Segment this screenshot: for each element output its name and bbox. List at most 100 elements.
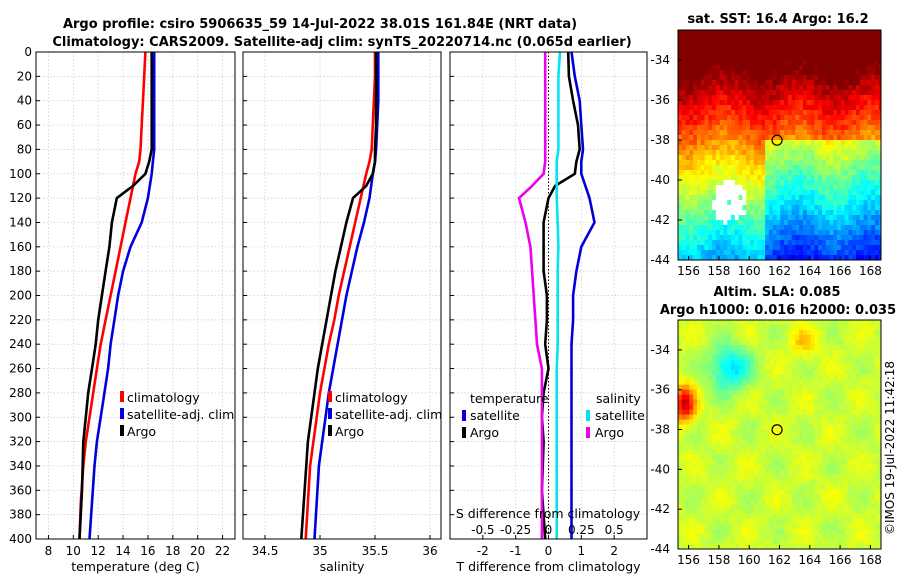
map-cell <box>795 195 800 201</box>
map-cell <box>795 175 800 181</box>
map-cell <box>799 255 804 260</box>
map-cell <box>712 60 717 66</box>
map-cell <box>810 150 815 156</box>
map-cell <box>681 474 687 480</box>
map-cell <box>715 125 721 131</box>
map-cell <box>693 90 698 96</box>
map-cell <box>761 240 766 246</box>
map-cell <box>825 464 831 470</box>
map-cell <box>776 449 781 456</box>
map-cell <box>863 464 868 470</box>
map-cell <box>681 125 687 131</box>
map-cell <box>799 404 804 411</box>
map-cell <box>840 45 846 51</box>
map-cell <box>723 494 728 500</box>
map-cell <box>802 150 808 156</box>
map-cell <box>753 220 759 226</box>
map-cell <box>776 399 781 406</box>
map-cell <box>780 75 785 81</box>
map-cell <box>874 245 880 251</box>
map-cell <box>765 359 770 366</box>
map-cell <box>863 105 868 111</box>
map-cell <box>731 245 736 251</box>
map-cell <box>757 75 762 81</box>
map-cell <box>749 140 755 146</box>
map-cell <box>689 180 694 186</box>
map-cell <box>765 434 770 441</box>
map-cell <box>856 85 861 91</box>
map-cell <box>863 419 868 426</box>
map-cell <box>787 120 793 126</box>
map-cell <box>878 354 881 361</box>
map-cell <box>856 215 861 221</box>
map-cell <box>768 115 774 121</box>
map-cell <box>878 130 881 136</box>
map-cell <box>784 324 789 331</box>
map-cell <box>712 324 717 331</box>
map-cell <box>795 125 800 131</box>
map-cell <box>734 389 740 396</box>
map-cell <box>791 75 797 81</box>
map-cell <box>715 339 721 346</box>
map-cell <box>708 439 713 446</box>
map-cell <box>874 115 880 121</box>
map-cell <box>859 200 865 206</box>
map-cell <box>810 354 815 361</box>
map-cell <box>700 419 706 426</box>
map-cell <box>825 85 831 91</box>
map-cell <box>814 65 819 71</box>
map-cell <box>867 379 872 386</box>
map-cell <box>746 70 751 76</box>
map-cell <box>749 374 755 381</box>
map-cell <box>829 479 834 485</box>
map-cell <box>863 55 868 61</box>
map-cell <box>765 389 770 396</box>
map-cell <box>821 324 827 331</box>
map-cell <box>681 324 687 331</box>
map-cell <box>859 105 865 111</box>
map-cell <box>696 349 702 356</box>
map-cell <box>856 140 861 146</box>
map-cell <box>795 394 800 401</box>
map-cell <box>780 155 785 161</box>
map-cell <box>712 424 717 431</box>
map-cell <box>685 255 690 260</box>
map-cell <box>833 220 838 226</box>
map-cell <box>693 185 698 191</box>
map-cell <box>837 324 842 331</box>
map-cell <box>818 235 823 241</box>
map-cell <box>810 120 815 126</box>
map-cell <box>772 489 778 495</box>
map-cell <box>874 65 880 71</box>
map-cell <box>791 40 797 46</box>
map-cell <box>693 135 698 141</box>
map-cell <box>776 125 781 131</box>
map-cell <box>715 414 721 421</box>
map-cell <box>712 90 717 96</box>
map-cell <box>840 120 846 126</box>
map-cell <box>802 329 808 336</box>
map-cell <box>787 195 793 201</box>
map-cell <box>685 499 690 505</box>
map-cell <box>685 35 690 41</box>
map-cell <box>693 105 698 111</box>
map-cell <box>795 324 800 331</box>
map-cell <box>878 120 881 126</box>
map-cell <box>746 419 751 426</box>
map-cell <box>795 444 800 451</box>
map-cell <box>863 130 868 136</box>
map-cell <box>795 449 800 456</box>
map-cell <box>700 354 706 361</box>
map-cell <box>723 454 728 460</box>
map-cell <box>859 210 865 216</box>
map-cell <box>776 359 781 366</box>
map-cell <box>799 160 804 166</box>
map-cell <box>787 424 793 431</box>
map-cell <box>874 200 880 206</box>
map-cell <box>856 344 861 351</box>
map-cell <box>719 459 725 465</box>
map-cell <box>731 140 736 146</box>
map-cell <box>874 45 880 51</box>
map-cell <box>810 324 815 331</box>
map-cell <box>723 100 728 106</box>
